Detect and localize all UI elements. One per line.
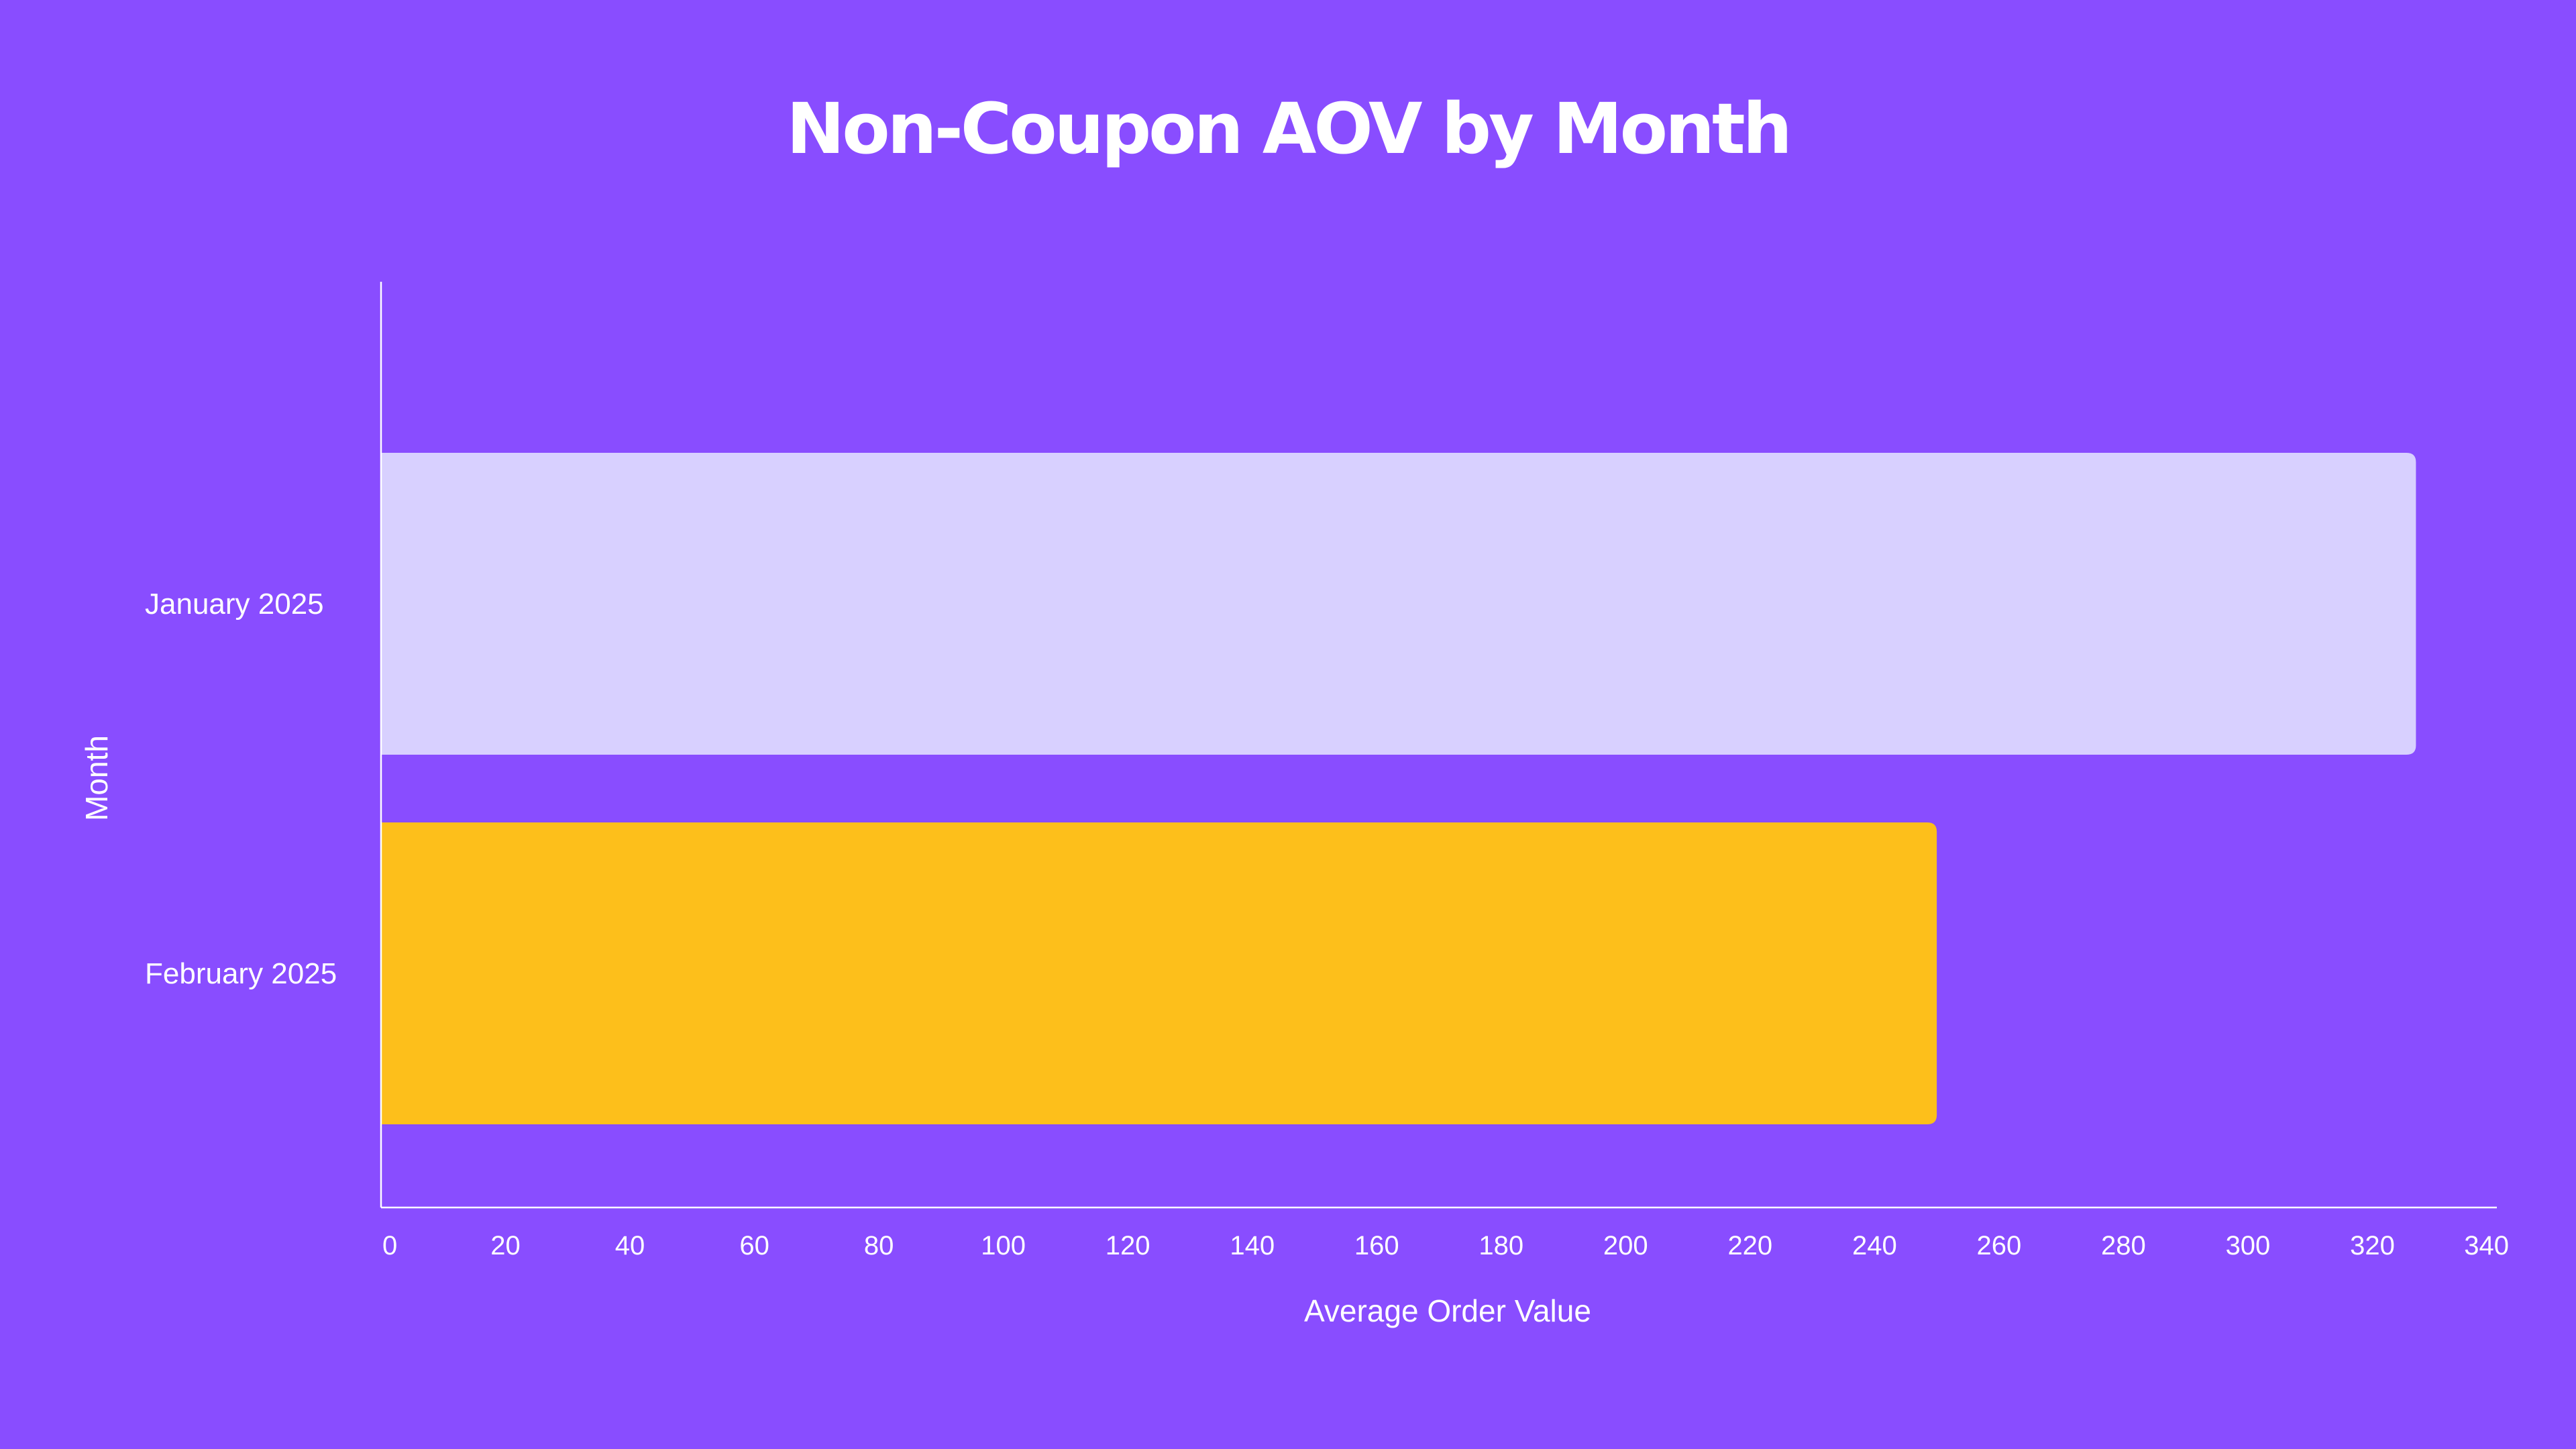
x-tick-label: 140 bbox=[1230, 1231, 1275, 1260]
x-tick-label: 160 bbox=[1354, 1231, 1399, 1260]
x-tick-label: 180 bbox=[1479, 1231, 1523, 1260]
bars-layer bbox=[381, 453, 2416, 1124]
x-tick-label: 260 bbox=[1977, 1231, 2022, 1260]
x-tick-label: 240 bbox=[1852, 1231, 1897, 1260]
x-tick-label: 80 bbox=[864, 1231, 894, 1260]
x-tick-label: 40 bbox=[615, 1231, 645, 1260]
x-tick-label: 300 bbox=[2226, 1231, 2271, 1260]
bar-february-2025 bbox=[381, 822, 1937, 1124]
category-label: February 2025 bbox=[145, 957, 337, 990]
x-axis-title: Average Order Value bbox=[1304, 1293, 1591, 1328]
category-label: January 2025 bbox=[145, 588, 324, 621]
bar-january-2025 bbox=[381, 453, 2416, 755]
x-tick-label: 320 bbox=[2350, 1231, 2395, 1260]
x-tick-label: 340 bbox=[2464, 1231, 2509, 1260]
x-tick-label: 200 bbox=[1603, 1231, 1648, 1260]
x-tick-label: 280 bbox=[2101, 1231, 2146, 1260]
y-axis-title: Month bbox=[79, 735, 114, 821]
x-tick-label: 100 bbox=[981, 1231, 1026, 1260]
category-labels: January 2025 February 2025 bbox=[145, 588, 337, 990]
chart-title: Non-Coupon AOV by Month bbox=[786, 88, 1790, 170]
x-tick-label: 0 bbox=[382, 1231, 397, 1260]
x-tick-label: 20 bbox=[490, 1231, 521, 1260]
x-tick-label: 120 bbox=[1106, 1231, 1150, 1260]
x-tick-label: 220 bbox=[1727, 1231, 1772, 1260]
x-tick-labels: 0 20 40 60 80 100 120 140 160 180 200 220 240 260 280 3… bbox=[382, 1231, 2509, 1260]
x-tick-label: 60 bbox=[739, 1231, 769, 1260]
